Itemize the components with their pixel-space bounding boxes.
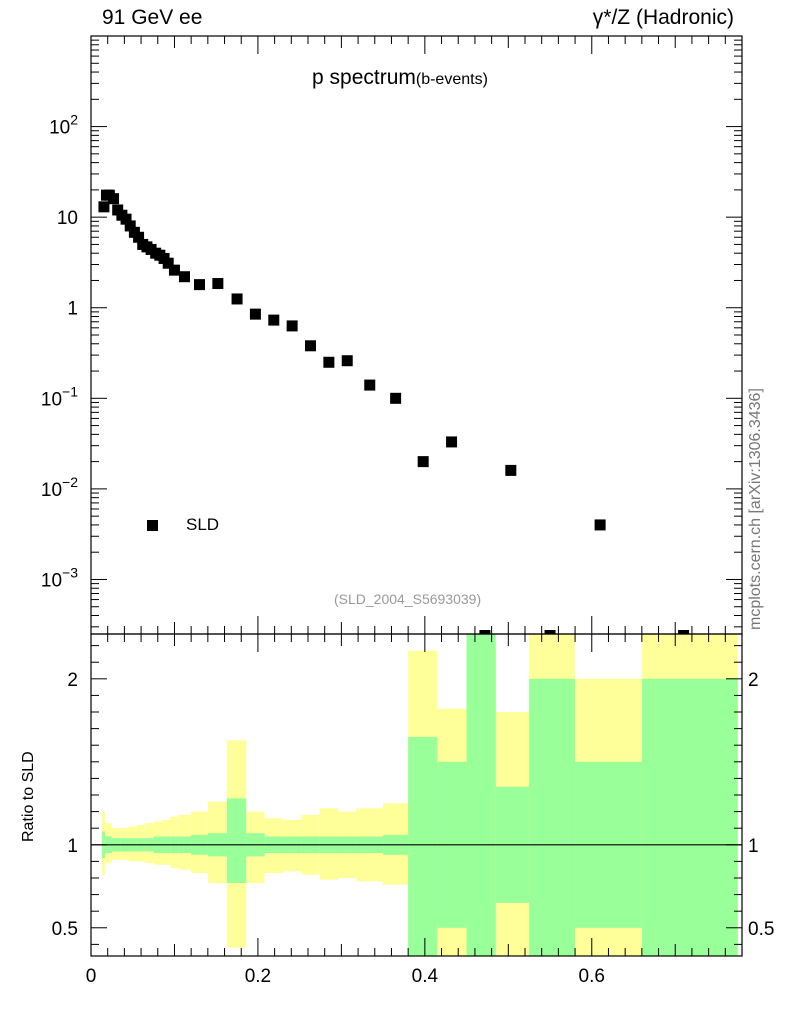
data-point (98, 201, 110, 213)
ratio-error-bands (101, 634, 738, 956)
ratio-frame (90, 633, 743, 957)
offscale-data-point (678, 630, 690, 634)
data-point (120, 213, 132, 225)
data-point (212, 278, 224, 290)
data-point (133, 231, 145, 243)
data-point (194, 279, 205, 291)
ratio-inner-band (227, 798, 247, 883)
ratio-y-axis-label: Ratio to SLD (20, 751, 37, 842)
y-tick-label-base: 10 (49, 118, 70, 139)
ratio-inner-band (529, 678, 576, 956)
data-point (323, 356, 335, 368)
y-tick-label: 10−2 (41, 474, 78, 501)
data-point (168, 264, 180, 276)
plot-title: p spectrum(b-events) (312, 66, 488, 90)
legend-marker (147, 520, 158, 531)
y-tick-label-base: 10 (41, 480, 62, 501)
header-left-label: 91 GeV ee (102, 6, 203, 29)
data-point (249, 308, 261, 320)
y-tick-label: 10−3 (41, 564, 78, 591)
data-point (364, 379, 376, 391)
ratio-inner-band (466, 634, 496, 956)
data-point (162, 257, 174, 269)
data-point (268, 314, 280, 326)
y-tick-label: 102 (49, 112, 78, 139)
legend-label: SLD (186, 515, 220, 534)
data-point (390, 392, 402, 404)
header-right-label: γ*/Z (Hadronic) (592, 6, 734, 29)
x-tick-label: 0 (86, 966, 97, 987)
y-tick-label: 1 (67, 299, 78, 320)
y-tick-label-base: 10 (41, 389, 62, 410)
plot-title-sub: (b-events) (415, 71, 488, 88)
legend (147, 520, 158, 531)
data-point (594, 519, 606, 531)
x-tick-label: 0.6 (579, 966, 605, 987)
plot-title-main: p spectrum (312, 66, 416, 89)
data-point (178, 271, 190, 283)
data-point (231, 293, 243, 305)
ratio-y-tick-label-right: 1 (748, 836, 759, 857)
plot-frames (90, 35, 743, 957)
y-tick-label: 10−1 (41, 383, 78, 410)
x-tick-label: 0.2 (245, 966, 271, 987)
data-point (305, 340, 317, 352)
offscale-data-point (479, 630, 491, 634)
y-tick-label: 10 (57, 208, 78, 229)
ratio-inner-band (641, 678, 738, 956)
data-point (446, 436, 458, 448)
data-point (505, 464, 517, 476)
ratio-y-tick-label: 0.5 (52, 919, 78, 940)
data-point (417, 456, 429, 468)
side-source-label: mcplots.cern.ch [arXiv:1306.3436] (747, 388, 764, 630)
y-tick-label-base: 10 (41, 570, 62, 591)
analysis-citation: (SLD_2004_S5693039) (334, 591, 482, 607)
data-points (98, 189, 690, 634)
data-point (341, 355, 353, 367)
y-tick-label-exponent: −3 (62, 564, 78, 580)
ratio-y-tick-label: 2 (67, 670, 78, 691)
ratio-y-tick-label: 1 (67, 836, 78, 857)
ratio-y-tick-label-right: 0.5 (748, 919, 774, 940)
main-frame (90, 35, 743, 635)
ratio-y-tick-label-right: 2 (748, 670, 759, 691)
ratio-inner-band (408, 736, 438, 956)
offscale-data-point (544, 630, 556, 634)
data-point (108, 193, 120, 205)
y-tick-label-exponent: 2 (70, 112, 78, 128)
x-tick-label: 0.4 (412, 966, 439, 987)
data-point (124, 220, 136, 232)
y-tick-label-exponent: −1 (62, 383, 78, 399)
data-point (286, 320, 298, 332)
y-tick-label-exponent: −2 (62, 474, 78, 490)
